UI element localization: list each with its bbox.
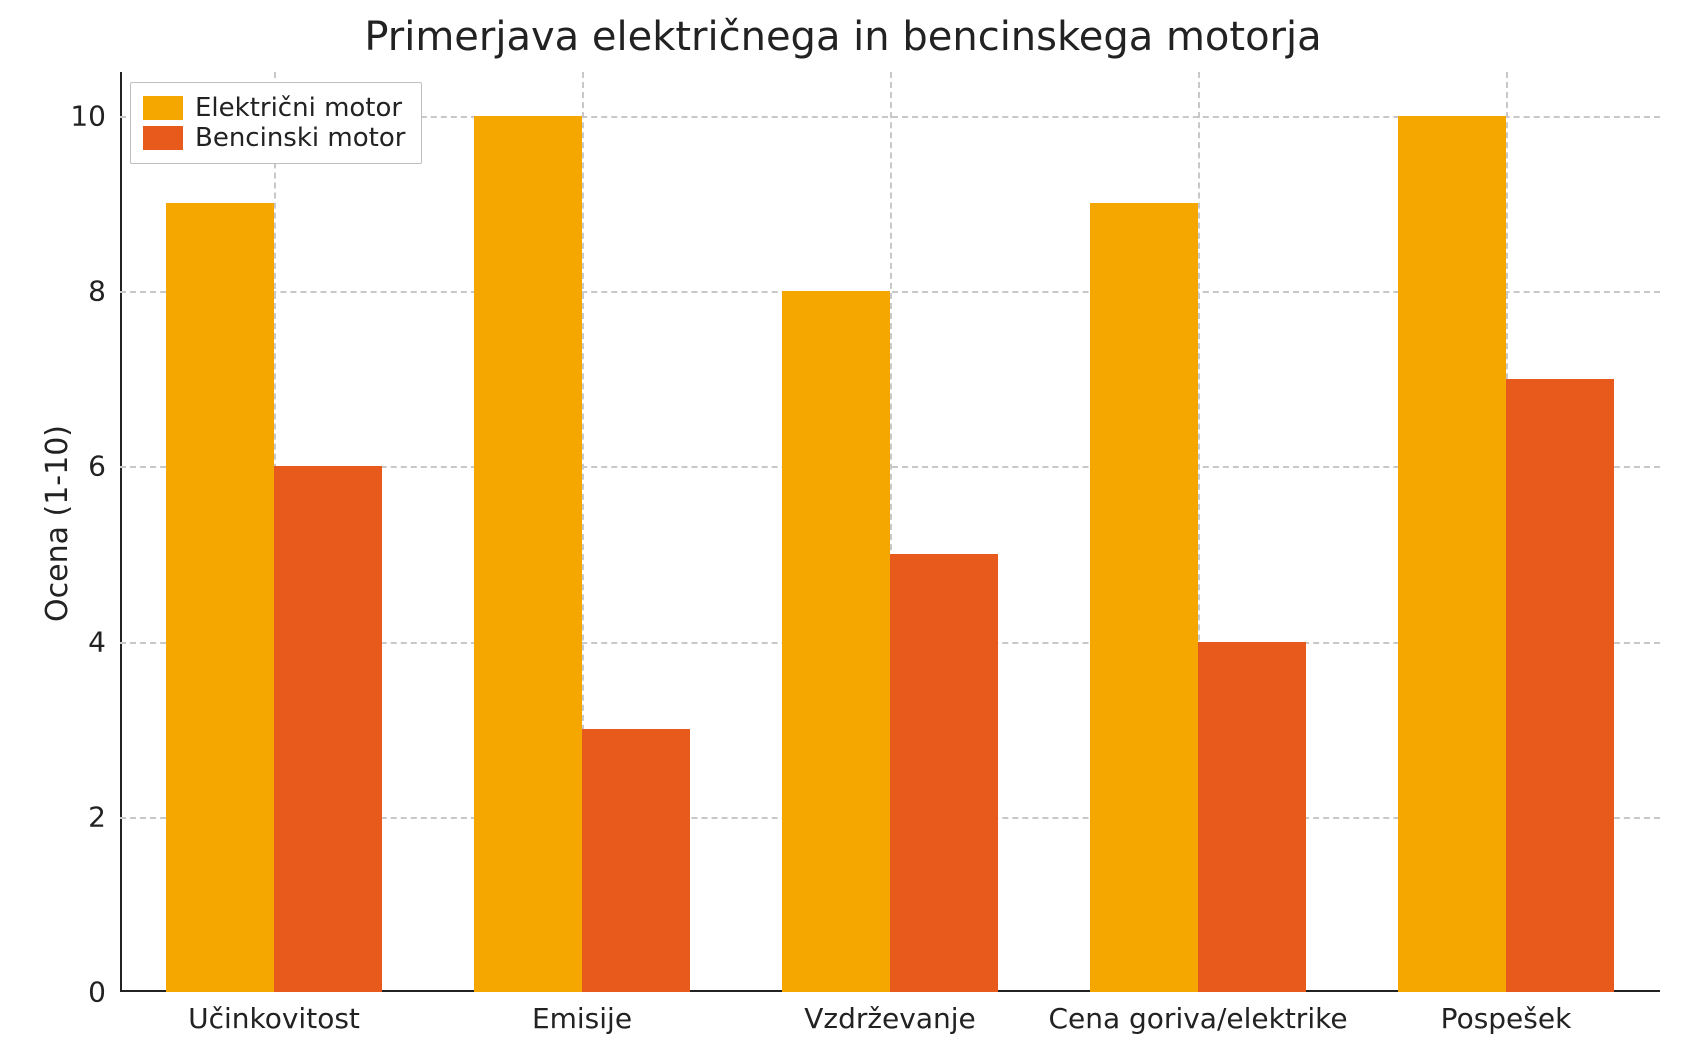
legend-swatch	[143, 96, 183, 120]
legend-swatch	[143, 126, 183, 150]
xtick-label: Emisije	[532, 992, 632, 1035]
xtick-label: Učinkovitost	[188, 992, 360, 1035]
xtick-label: Cena goriva/elektrike	[1048, 992, 1347, 1035]
plot-area: 0246810UčinkovitostEmisijeVzdrževanjeCen…	[120, 72, 1660, 992]
bar	[1506, 379, 1614, 992]
bar	[890, 554, 998, 992]
bar	[782, 291, 890, 992]
ytick-label: 4	[88, 625, 120, 658]
chart-container: Primerjava električnega in bencinskega m…	[0, 0, 1686, 1060]
bar	[166, 203, 274, 992]
chart-title: Primerjava električnega in bencinskega m…	[0, 14, 1686, 60]
xtick-label: Pospešek	[1441, 992, 1572, 1035]
legend-item: Bencinski motor	[143, 123, 405, 153]
legend: Električni motorBencinski motor	[130, 82, 422, 164]
ytick-label: 2	[88, 800, 120, 833]
legend-label: Bencinski motor	[195, 123, 405, 153]
bar	[274, 466, 382, 992]
bar	[582, 729, 690, 992]
bar	[1090, 203, 1198, 992]
bar	[1398, 116, 1506, 992]
ytick-label: 6	[88, 450, 120, 483]
ytick-label: 0	[88, 976, 120, 1009]
legend-label: Električni motor	[195, 93, 402, 123]
y-axis-label: Ocena (1-10)	[40, 425, 75, 622]
xtick-label: Vzdrževanje	[804, 992, 976, 1035]
ytick-label: 8	[88, 275, 120, 308]
ytick-label: 10	[70, 99, 120, 132]
legend-item: Električni motor	[143, 93, 405, 123]
bar	[1198, 642, 1306, 992]
y-axis-spine	[120, 72, 122, 992]
bar	[474, 116, 582, 992]
